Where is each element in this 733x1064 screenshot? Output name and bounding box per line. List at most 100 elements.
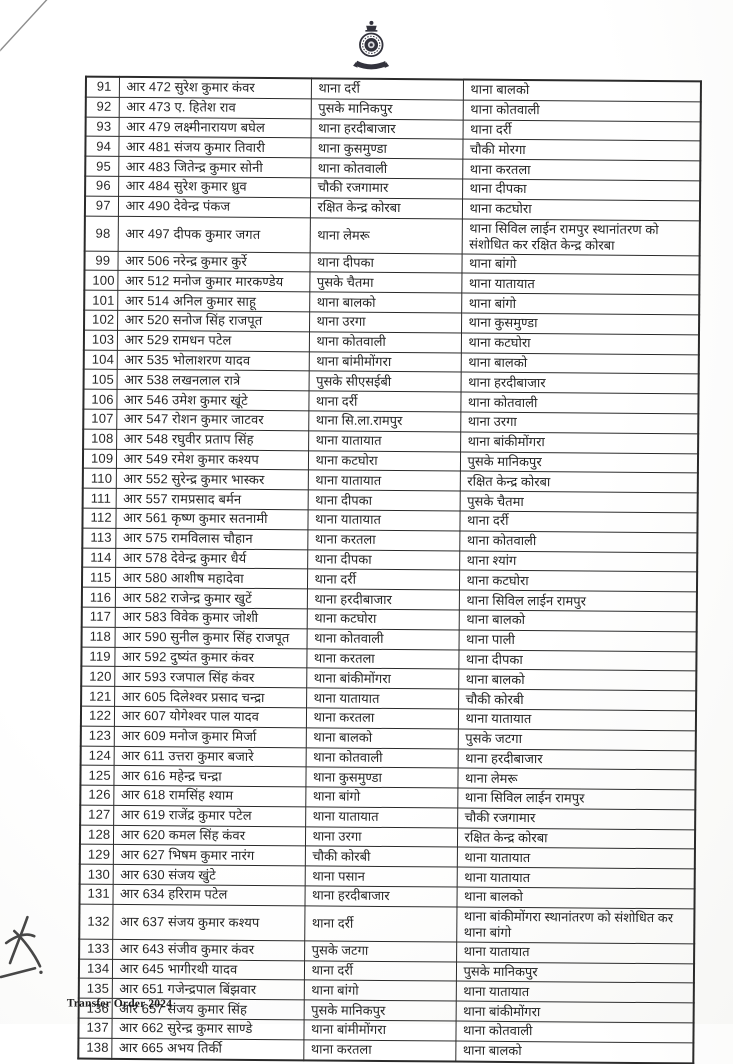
new-posting-cell: थाना यातायात <box>456 941 695 964</box>
name-cell: आर 520 सनोज सिंह राजपूत <box>117 310 310 332</box>
serial-cell: 98 <box>84 215 118 251</box>
name-cell: आर 483 जितेन्द्र कुमार सोनी <box>118 156 311 178</box>
current-posting-cell: थाना कुसमुण्डा <box>305 767 458 789</box>
name-cell: आर 578 देवेन्द्र कुमार धैर्य <box>115 547 308 570</box>
name-cell: आर 619 राजेंद्र कुमार पटेल <box>113 805 306 827</box>
page-fold-crease <box>0 0 54 56</box>
scanned-document-page: 91 आर 472 सुरेश कुमार कंवर थाना दर्री थाना … <box>0 0 702 1064</box>
serial-cell: 137 <box>78 1018 112 1039</box>
name-cell: आर 616 महेन्द्र चन्द्रा <box>113 765 306 787</box>
name-cell: आर 547 रोशन कुमार जाटवर <box>116 409 309 431</box>
footer-label: Transfer Order 2024 <box>66 997 173 1011</box>
current-posting-cell: थाना बांगो <box>305 786 458 808</box>
serial-cell: 112 <box>82 508 116 529</box>
current-posting-cell: पुसके मानिकपुर <box>303 1000 456 1022</box>
name-cell: आर 580 आशीष महादेवा <box>114 567 308 589</box>
new-posting-cell: थाना उरगा <box>460 412 699 434</box>
name-cell: आर 645 भागीरथी यादव <box>111 959 305 981</box>
current-posting-cell: थाना दर्री <box>306 569 460 591</box>
serial-cell: 115 <box>81 567 116 588</box>
name-cell: आर 643 संजीव कुमार कंवर <box>112 939 305 961</box>
new-posting-cell: थाना बालको <box>455 1040 694 1064</box>
name-cell: आर 481 संजय कुमार तिवारी <box>118 136 311 159</box>
table-row: 98 आर 497 दीपक कुमार जगत थाना लेमरू थाना सि… <box>84 215 700 256</box>
serial-cell: 134 <box>78 958 113 979</box>
current-posting-cell: थाना कोतवाली <box>306 628 459 650</box>
new-posting-cell: थाना कोतवाली <box>459 530 698 553</box>
name-cell: आर 609 मनोज कुमार मिर्जा <box>113 726 306 748</box>
serial-cell: 97 <box>84 195 119 216</box>
name-cell: आर 592 दुष्यंत कुमार कंवर <box>114 646 307 669</box>
serial-cell: 123 <box>80 725 114 746</box>
new-posting-cell: थाना बालको <box>462 79 701 102</box>
new-posting-cell: थाना दीपका <box>458 649 697 672</box>
new-posting-cell: थाना सिविल लाईन रामपुर स्थानांतरण को संश… <box>461 218 700 256</box>
name-cell: आर 538 लखनलाल रात्रे <box>116 369 309 392</box>
serial-cell: 99 <box>84 250 118 271</box>
serial-cell: 132 <box>79 903 113 940</box>
name-cell: आर 607 योगेश्वर पाल यादव <box>113 706 307 728</box>
name-cell: आर 611 उत्तरा कुमार बजारे <box>113 745 306 768</box>
new-posting-cell: थाना दर्री <box>462 119 701 142</box>
table-row: 132 आर 637 संजय कुमार कश्यप थाना दर्री थाना… <box>79 903 695 944</box>
serial-cell: 101 <box>84 290 118 311</box>
current-posting-cell: थाना लेमरू <box>309 217 462 254</box>
name-cell: आर 605 दिलेश्वर प्रसाद चन्द्रा <box>114 686 307 708</box>
serial-cell: 122 <box>80 705 115 727</box>
current-posting-cell: थाना कोतवाली <box>310 158 463 180</box>
name-cell: आर 575 रामविलास चौहान <box>115 528 308 550</box>
new-posting-cell: थाना कटघोरा <box>460 332 699 355</box>
transfer-table-body: 91 आर 472 सुरेश कुमार कंवर थाना दर्री थाना … <box>78 76 701 1064</box>
new-posting-cell: थाना दीपका <box>462 179 701 201</box>
current-posting-cell: थाना पसान <box>304 866 457 888</box>
serial-cell: 130 <box>79 864 113 885</box>
new-posting-cell: रक्षित केन्द्र कोरबा <box>456 827 696 850</box>
current-posting-cell: थाना दीपका <box>307 489 460 511</box>
current-posting-cell: थाना कुसमुण्डा <box>310 138 463 160</box>
new-posting-cell: थाना हरदीबाजार <box>457 748 696 771</box>
new-posting-cell: थाना बालको <box>460 352 699 375</box>
serial-cell: 106 <box>83 389 117 410</box>
new-posting-cell: थाना पाली <box>458 629 697 652</box>
current-posting-cell: थाना बांगो <box>303 980 456 1002</box>
current-posting-cell: थाना यातायात <box>306 687 459 709</box>
serial-cell: 114 <box>82 547 116 568</box>
new-posting-cell: थाना यातायात <box>456 847 695 870</box>
serial-cell: 117 <box>81 607 115 628</box>
serial-cell: 120 <box>81 666 115 687</box>
name-cell: आर 593 रजपाल सिंह कंवर <box>114 666 307 688</box>
name-cell: आर 479 लक्ष्मीनारायण बघेल <box>118 116 311 139</box>
name-cell: आर 549 रमेश कुमार कश्यप <box>115 448 309 471</box>
current-posting-cell: चौकी रजगामार <box>310 177 463 199</box>
current-posting-cell: थाना हरदीबाजार <box>306 588 459 610</box>
serial-cell: 93 <box>85 116 119 137</box>
new-posting-cell: चौकी कोरबी <box>458 689 697 711</box>
new-posting-cell: चौकी रजगामार <box>457 807 696 830</box>
current-posting-cell: थाना दर्री <box>304 905 457 942</box>
serial-cell: 94 <box>85 136 119 157</box>
current-posting-cell: थाना दर्री <box>310 78 463 100</box>
name-cell: आर 484 सुरेश कुमार ध्रुव <box>118 176 311 198</box>
serial-cell: 138 <box>78 1037 112 1059</box>
new-posting-cell: थाना बालको <box>458 609 697 632</box>
new-posting-cell: थाना बांकीमोंगरा <box>460 431 699 454</box>
current-posting-cell: थाना यातायात <box>307 470 460 492</box>
new-posting-cell: चौकी मोरगा <box>462 139 701 162</box>
serial-cell: 119 <box>81 646 115 667</box>
current-posting-cell: थाना हरदीबाजार <box>304 885 457 907</box>
name-cell: आर 651 गजेन्द्रपाल बिंझवार <box>111 978 304 1001</box>
name-cell: आर 506 नरेन्द्र कुमार कुर्रे <box>117 250 310 273</box>
name-cell: आर 472 सुरेश कुमार कंवर <box>118 76 311 99</box>
current-posting-cell: थाना बांकीमोंगरा <box>306 668 459 690</box>
current-posting-cell: थाना कटघोरा <box>306 608 459 630</box>
serial-cell: 107 <box>83 409 117 430</box>
current-posting-cell: पुसके जटगा <box>304 940 457 962</box>
new-posting-cell: थाना कोतवाली <box>460 392 699 414</box>
serial-cell: 96 <box>85 176 119 197</box>
current-posting-cell: थाना दर्री <box>303 960 457 982</box>
serial-cell: 124 <box>80 745 114 766</box>
new-posting-cell: थाना हरदीबाजार <box>460 372 699 395</box>
current-posting-cell: थाना उरगा <box>304 826 458 848</box>
serial-cell: 131 <box>79 884 113 905</box>
new-posting-cell: रक्षित केन्द्र कोरबा <box>459 471 698 494</box>
